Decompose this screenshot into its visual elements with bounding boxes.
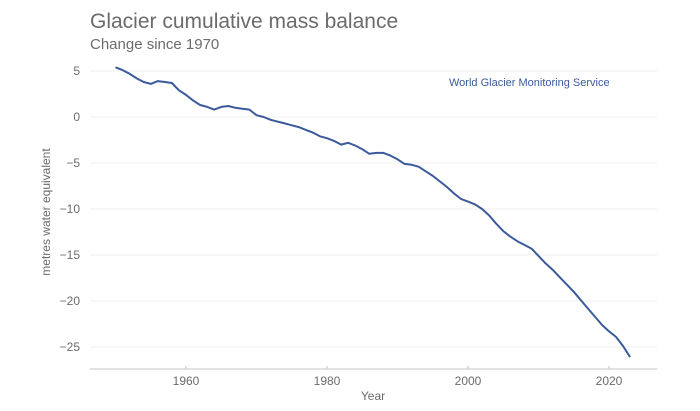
x-tick-label: 1960 — [173, 374, 200, 388]
chart-title: Glacier cumulative mass balance — [90, 10, 399, 33]
y-tick-label: −25 — [60, 340, 81, 354]
x-tick-label: 2020 — [596, 374, 623, 388]
y-tick-label: 5 — [73, 64, 80, 78]
source-annotation: World Glacier Monitoring Service — [449, 77, 610, 89]
y-tick-label: −10 — [60, 202, 81, 216]
x-tick-label: 2000 — [455, 374, 482, 388]
chart-subtitle: Change since 1970 — [90, 36, 220, 53]
y-axis-label: metres water equivalent — [39, 148, 53, 276]
y-tick-label: −15 — [60, 248, 81, 262]
y-tick-label: 0 — [73, 110, 80, 124]
y-tick-label: −5 — [66, 156, 80, 170]
y-tick-label: −20 — [60, 294, 81, 308]
x-axis-label: Year — [361, 389, 385, 403]
series-line — [115, 66, 631, 358]
x-tick-label: 1980 — [314, 374, 341, 388]
